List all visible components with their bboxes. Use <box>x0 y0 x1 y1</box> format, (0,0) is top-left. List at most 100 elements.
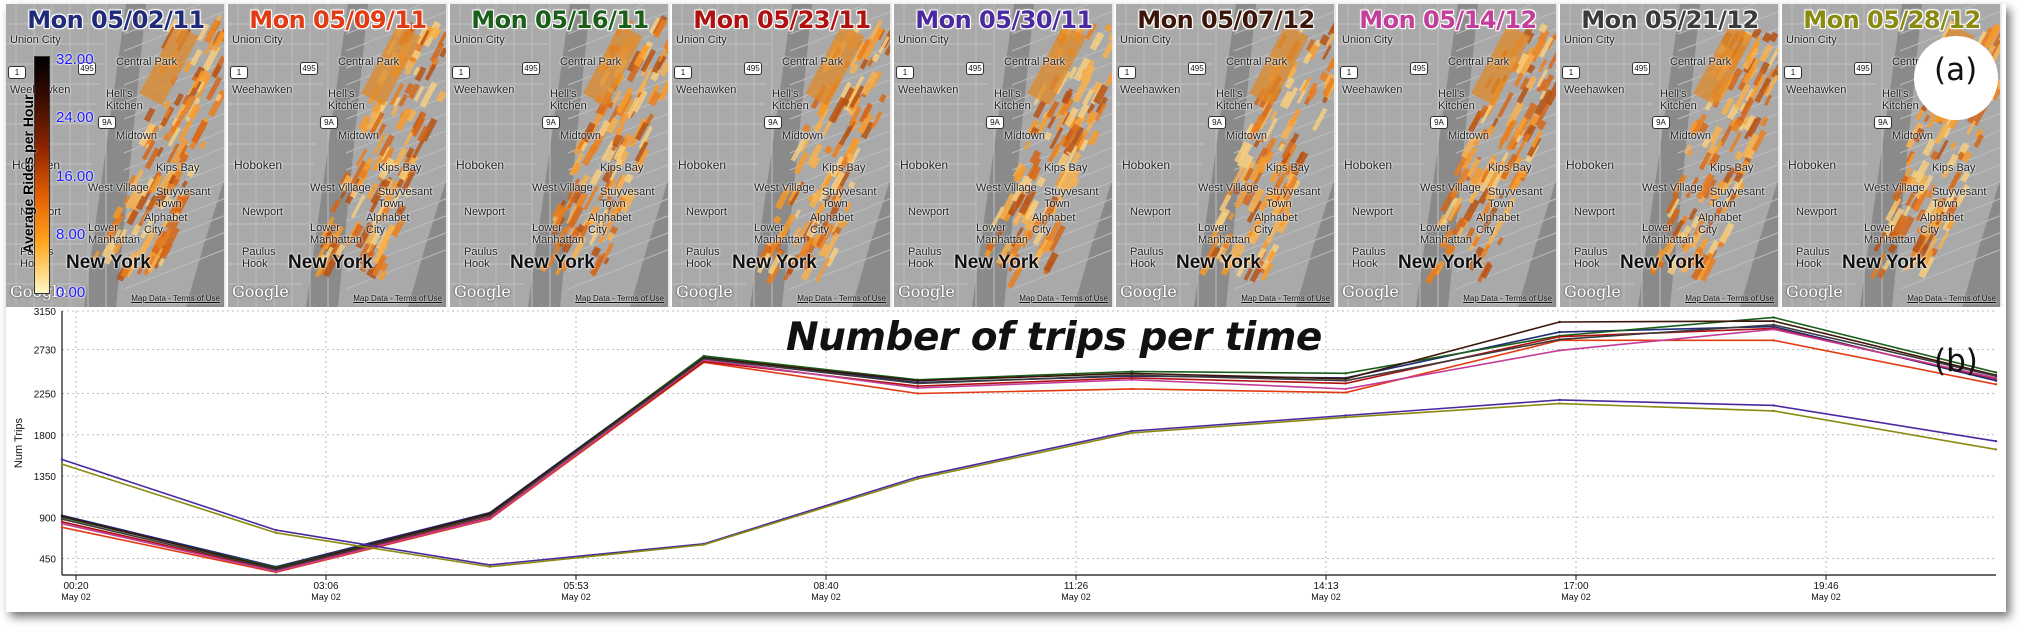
data-point <box>1772 404 1775 407</box>
data-point <box>916 379 919 382</box>
map-label-stuyvesant-town: Stuyvesant Town <box>1266 186 1321 210</box>
map-label-stuyvesant-town: Stuyvesant Town <box>600 186 655 210</box>
map-label-stuyvesant-town: Stuyvesant Town <box>378 186 433 210</box>
data-point <box>1772 409 1775 413</box>
map-label-new-york: New York <box>66 252 151 273</box>
x-tick-date: May 02 <box>1561 592 1591 602</box>
map-terms-link[interactable]: Map Data - Terms of Use <box>1241 294 1330 303</box>
map-label-midtown: Midtown <box>338 130 379 142</box>
map-terms-link[interactable]: Map Data - Terms of Use <box>1463 294 1552 303</box>
map-label-kips-bay: Kips Bay <box>1488 162 1532 174</box>
x-tick-label: 03:06 <box>313 581 338 592</box>
route-shield-icon: 495 <box>1632 62 1650 75</box>
map-label-midtown: Midtown <box>1892 130 1933 142</box>
route-shield-icon: 9A <box>320 116 338 129</box>
map-terms-link[interactable]: Map Data - Terms of Use <box>1019 294 1108 303</box>
data-point <box>1344 382 1347 385</box>
map-label-west-village: West Village <box>88 182 149 194</box>
series-line <box>61 402 1997 568</box>
map-date-title: Mon 05/21/12 <box>1581 6 1759 34</box>
data-point <box>702 354 706 358</box>
map-label-weehawken: Weehawken <box>454 84 515 96</box>
data-point <box>274 531 278 535</box>
y-tick-label: 450 <box>39 555 56 566</box>
data-point <box>488 563 492 567</box>
map-label-weehawken: Weehawken <box>1786 84 1847 96</box>
map-terms-link[interactable]: Map Data - Terms of Use <box>1685 294 1774 303</box>
data-point <box>1130 387 1133 391</box>
data-point <box>916 382 919 385</box>
y-tick-label: 2730 <box>34 346 57 357</box>
route-shield-icon: 1 <box>8 66 26 79</box>
map-label-new-york: New York <box>1398 252 1483 273</box>
map-label-midtown: Midtown <box>1670 130 1711 142</box>
x-tick-date: May 02 <box>1811 592 1841 602</box>
x-tick-date: May 02 <box>1311 592 1341 602</box>
panel-a-tag: (a) <box>1934 52 1978 88</box>
route-shield-icon: 1 <box>896 66 914 79</box>
map-label-new-york: New York <box>1620 252 1705 273</box>
map-label-west-village: West Village <box>754 182 815 194</box>
map-label-alphabet-city: Alphabet City <box>144 212 188 236</box>
map-label-stuyvesant-town: Stuyvesant Town <box>1932 186 1987 210</box>
data-point <box>1344 387 1347 391</box>
panel-b-tag: (b) <box>1934 343 1978 379</box>
map-terms-link[interactable]: Map Data - Terms of Use <box>797 294 886 303</box>
map-terms-link[interactable]: Map Data - Terms of Use <box>575 294 664 303</box>
data-point <box>916 392 919 395</box>
map-terms-link[interactable]: Map Data - Terms of Use <box>1907 294 1996 303</box>
data-point <box>1130 378 1133 381</box>
map-label-hells-kitchen: Hell's Kitchen <box>550 88 587 112</box>
colorbar-tick: 32.00 <box>56 51 94 68</box>
data-point <box>1558 349 1561 352</box>
map-label-hoboken: Hoboken <box>234 158 283 172</box>
data-point <box>1772 339 1775 342</box>
map-label-alphabet-city: Alphabet City <box>366 212 410 236</box>
map-date-title: Mon 05/02/11 <box>27 6 205 34</box>
x-tick-date: May 02 <box>811 592 841 602</box>
data-point <box>274 528 278 532</box>
x-tick-date: May 02 <box>1061 592 1091 602</box>
map-label-lower-manhattan: Lower Manhattan <box>754 222 806 246</box>
route-shield-icon: 9A <box>1208 116 1226 129</box>
map-label-central-park: Central Park <box>560 56 622 68</box>
data-point <box>488 516 492 520</box>
map-label-west-village: West Village <box>310 182 371 194</box>
series-line <box>61 325 1997 568</box>
map-label-new-york: New York <box>510 252 595 273</box>
map-label-newport: Newport <box>686 206 727 218</box>
data-point <box>1344 379 1347 382</box>
data-point <box>702 543 706 546</box>
map-label-hoboken: Hoboken <box>1122 158 1171 172</box>
data-point <box>1772 328 1775 331</box>
map-terms-link[interactable]: Map Data - Terms of Use <box>131 294 220 303</box>
x-tick-date: May 02 <box>61 592 91 602</box>
map-label-alphabet-city: Alphabet City <box>1254 212 1298 236</box>
map-label-central-park: Central Park <box>1448 56 1510 68</box>
data-point <box>1130 431 1133 435</box>
map-label-union-city: Union City <box>676 34 727 46</box>
y-axis-label: Num Trips <box>13 417 25 469</box>
google-logo: Google <box>1564 282 1621 301</box>
panel-tag-background <box>1914 36 1998 120</box>
map-label-central-park: Central Park <box>1226 56 1288 68</box>
data-point <box>1130 429 1133 433</box>
map-label-midtown: Midtown <box>782 130 823 142</box>
map-terms-link[interactable]: Map Data - Terms of Use <box>353 294 442 303</box>
x-tick-label: 17:00 <box>1563 581 1588 592</box>
data-point <box>488 514 492 517</box>
map-tile: Union City Weehawken Hoboken Newport Paulus … <box>1116 4 1336 307</box>
data-point <box>60 462 64 466</box>
data-point <box>1994 448 1998 451</box>
data-point <box>1558 402 1561 405</box>
route-shield-icon: 495 <box>1188 62 1206 75</box>
map-label-newport: Newport <box>464 206 505 218</box>
map-label-newport: Newport <box>1574 206 1615 218</box>
data-point <box>1130 372 1133 375</box>
map-label-lower-manhattan: Lower Manhattan <box>1420 222 1472 246</box>
map-label-hoboken: Hoboken <box>1788 158 1837 172</box>
map-label-union-city: Union City <box>1342 34 1393 46</box>
map-label-central-park: Central Park <box>116 56 178 68</box>
colorbar-tick: 0.00 <box>56 284 86 301</box>
data-point <box>1130 376 1133 380</box>
